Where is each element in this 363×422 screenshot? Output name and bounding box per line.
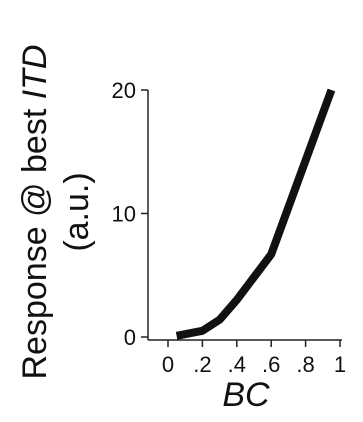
y-axis-unit: (a.u.) (58, 172, 96, 251)
x-tick-label: .2 (193, 352, 211, 377)
plot-area (147, 88, 342, 341)
x-tick-label: .6 (262, 352, 280, 377)
y-tick-label: 0 (124, 325, 136, 350)
x-axis-ticks: 0 .2 .4 .6 .8 1 (162, 340, 346, 377)
x-tick-label: .4 (228, 352, 246, 377)
y-axis-label: Response @ best ITD (16, 45, 54, 380)
y-axis-label-itd: ITD (16, 45, 54, 100)
x-axis-label: BC (222, 376, 270, 414)
x-tick-label: .8 (296, 352, 314, 377)
y-tick-label: 10 (112, 202, 136, 227)
y-axis-label-main: Response @ best (16, 99, 54, 379)
y-tick-label: 20 (112, 78, 136, 103)
x-tick-label: 0 (162, 352, 174, 377)
y-axis-label-group: Response @ best ITD (a.u.) (16, 45, 96, 380)
series-line (175, 88, 336, 340)
x-tick-label: 1 (334, 352, 346, 377)
y-axis-ticks: 0 10 20 (112, 78, 148, 350)
